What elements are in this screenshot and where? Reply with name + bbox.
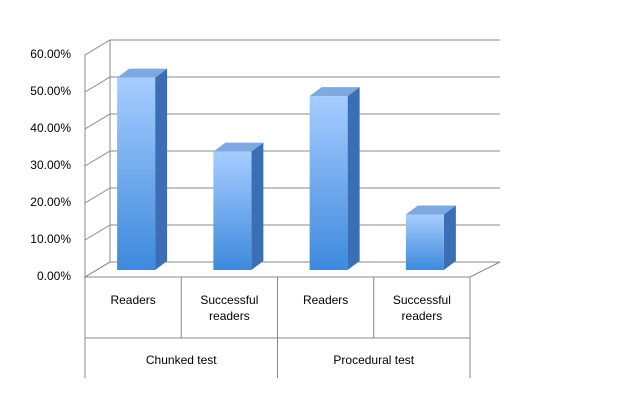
y-tick-label: 50.00% xyxy=(30,84,71,98)
y-tick-label: 60.00% xyxy=(30,47,71,61)
y-tick-label: 20.00% xyxy=(30,195,71,209)
x-tick-label: Successful readers xyxy=(200,293,259,323)
bar-top xyxy=(405,205,456,215)
bar xyxy=(405,205,456,270)
x-tick-label: Readers xyxy=(302,293,349,307)
group-label: Procedural test xyxy=(333,353,415,367)
bar-front xyxy=(405,214,444,270)
bar-side xyxy=(251,142,264,270)
bar-front xyxy=(309,96,348,270)
group-label: Chunked test xyxy=(145,353,217,367)
bar-front xyxy=(117,77,156,270)
grid-line xyxy=(84,39,500,56)
y-tick-label: 40.00% xyxy=(30,121,71,135)
bar xyxy=(117,68,168,270)
bar xyxy=(309,87,360,270)
y-tick-label: 10.00% xyxy=(30,232,71,246)
y-tick-label: 0.00% xyxy=(37,269,71,283)
bar-side xyxy=(347,87,360,270)
bar xyxy=(213,142,264,270)
x-tick-label: Successful readers xyxy=(392,293,451,323)
bar-top xyxy=(309,87,360,97)
bar-top xyxy=(213,142,264,152)
bar-side xyxy=(443,205,456,270)
bar-side xyxy=(155,68,168,270)
x-tick-label: Readers xyxy=(110,293,156,307)
bar-front xyxy=(213,151,252,270)
bar-top xyxy=(117,68,168,78)
y-tick-label: 30.00% xyxy=(30,158,71,172)
